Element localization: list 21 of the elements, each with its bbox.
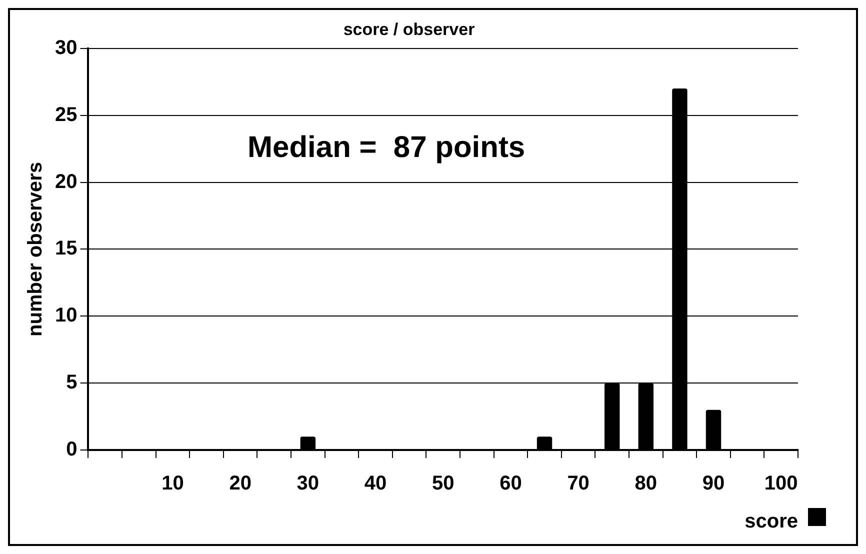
y-tick-label: 0	[66, 438, 78, 461]
x-tick-label: 90	[702, 472, 725, 495]
x-axis-title: score	[744, 510, 798, 533]
x-tick-label: 10	[162, 472, 184, 495]
y-tick-label: 15	[54, 238, 78, 260]
y-tick-label: 30	[54, 36, 78, 59]
y-tick-label: 5	[66, 372, 78, 394]
chart-title: score / observer	[343, 20, 476, 39]
x-tick-label: 30	[296, 472, 320, 495]
x-tick-label: 50	[432, 472, 454, 495]
x-tick-label: 70	[567, 472, 590, 495]
x-tick-label: 100	[764, 472, 798, 495]
y-tick-label: 10	[54, 304, 78, 327]
x-tick-label: 80	[634, 472, 658, 495]
annotation: Median = 87 points	[248, 131, 526, 164]
x-tick-label: 20	[229, 472, 252, 495]
x-tick-label: 40	[364, 472, 387, 495]
y-tick-label: 20	[54, 170, 78, 193]
x-tick-label: 60	[500, 472, 522, 495]
y-tick-label: 25	[54, 104, 78, 126]
y-axis-title: number observers	[24, 162, 47, 336]
